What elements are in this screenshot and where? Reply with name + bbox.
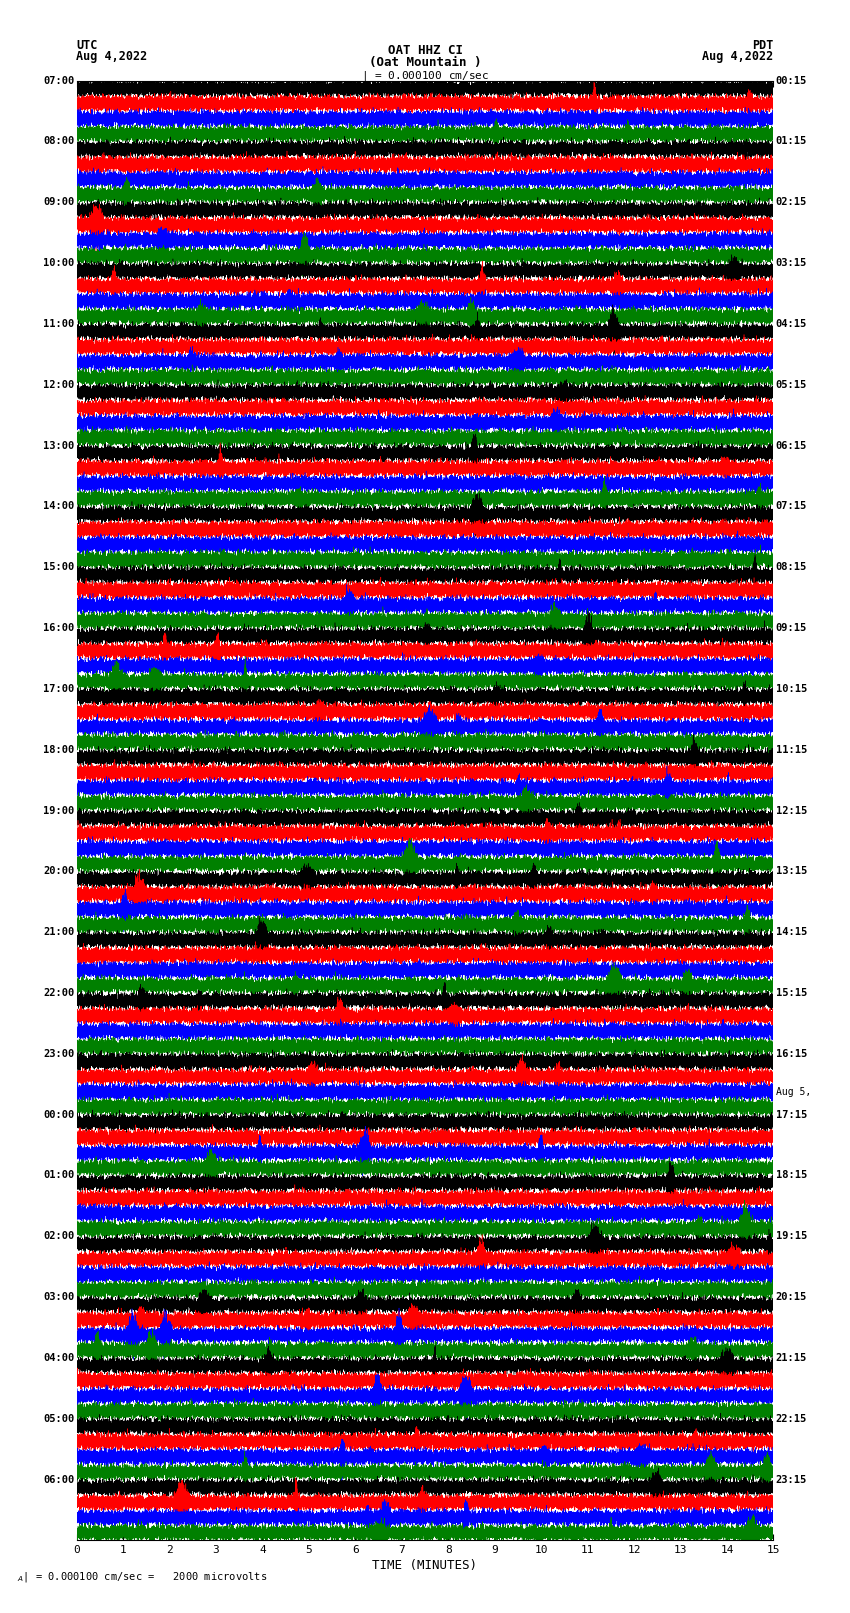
Text: 08:00: 08:00 — [43, 137, 75, 147]
Text: $\mathtt{|}$ = 0.000100 cm/sec: $\mathtt{|}$ = 0.000100 cm/sec — [361, 69, 489, 84]
Text: 15:15: 15:15 — [775, 989, 807, 998]
Text: UTC: UTC — [76, 39, 98, 52]
Text: 06:15: 06:15 — [775, 440, 807, 450]
Text: 10:15: 10:15 — [775, 684, 807, 694]
Text: $_A\mathtt{|}$ = 0.000100 cm/sec =   2000 microvolts: $_A\mathtt{|}$ = 0.000100 cm/sec = 2000 … — [17, 1569, 267, 1584]
Text: 00:00: 00:00 — [43, 1110, 75, 1119]
Text: 21:15: 21:15 — [775, 1353, 807, 1363]
Text: 02:00: 02:00 — [43, 1231, 75, 1242]
Text: 00:15: 00:15 — [775, 76, 807, 85]
Text: 23:15: 23:15 — [775, 1474, 807, 1484]
Text: 20:15: 20:15 — [775, 1292, 807, 1302]
Text: 09:00: 09:00 — [43, 197, 75, 208]
Text: 07:00: 07:00 — [43, 76, 75, 85]
Text: 14:15: 14:15 — [775, 927, 807, 937]
Text: 12:15: 12:15 — [775, 805, 807, 816]
X-axis label: TIME (MINUTES): TIME (MINUTES) — [372, 1560, 478, 1573]
Text: 01:00: 01:00 — [43, 1171, 75, 1181]
Text: 16:15: 16:15 — [775, 1048, 807, 1058]
Text: 06:00: 06:00 — [43, 1474, 75, 1484]
Text: 01:15: 01:15 — [775, 137, 807, 147]
Text: 03:15: 03:15 — [775, 258, 807, 268]
Text: 07:15: 07:15 — [775, 502, 807, 511]
Text: 12:00: 12:00 — [43, 379, 75, 390]
Text: 02:15: 02:15 — [775, 197, 807, 208]
Text: PDT: PDT — [752, 39, 774, 52]
Text: 11:00: 11:00 — [43, 319, 75, 329]
Text: 17:00: 17:00 — [43, 684, 75, 694]
Text: 05:00: 05:00 — [43, 1413, 75, 1424]
Text: Aug 4,2022: Aug 4,2022 — [76, 50, 148, 63]
Text: 23:00: 23:00 — [43, 1048, 75, 1058]
Text: 16:00: 16:00 — [43, 623, 75, 632]
Text: 21:00: 21:00 — [43, 927, 75, 937]
Text: 22:15: 22:15 — [775, 1413, 807, 1424]
Text: OAT HHZ CI: OAT HHZ CI — [388, 44, 462, 56]
Text: Aug 4,2022: Aug 4,2022 — [702, 50, 774, 63]
Text: 19:00: 19:00 — [43, 805, 75, 816]
Text: 05:15: 05:15 — [775, 379, 807, 390]
Text: 03:00: 03:00 — [43, 1292, 75, 1302]
Text: 11:15: 11:15 — [775, 745, 807, 755]
Text: 13:00: 13:00 — [43, 440, 75, 450]
Text: 08:15: 08:15 — [775, 563, 807, 573]
Text: 17:15: 17:15 — [775, 1110, 807, 1119]
Text: Aug 5,: Aug 5, — [775, 1087, 811, 1097]
Text: 22:00: 22:00 — [43, 989, 75, 998]
Text: 04:15: 04:15 — [775, 319, 807, 329]
Text: 10:00: 10:00 — [43, 258, 75, 268]
Text: 15:00: 15:00 — [43, 563, 75, 573]
Text: 13:15: 13:15 — [775, 866, 807, 876]
Text: 09:15: 09:15 — [775, 623, 807, 632]
Text: 04:00: 04:00 — [43, 1353, 75, 1363]
Text: 18:00: 18:00 — [43, 745, 75, 755]
Text: 19:15: 19:15 — [775, 1231, 807, 1242]
Text: (Oat Mountain ): (Oat Mountain ) — [369, 56, 481, 69]
Text: 18:15: 18:15 — [775, 1171, 807, 1181]
Text: 14:00: 14:00 — [43, 502, 75, 511]
Text: 20:00: 20:00 — [43, 866, 75, 876]
